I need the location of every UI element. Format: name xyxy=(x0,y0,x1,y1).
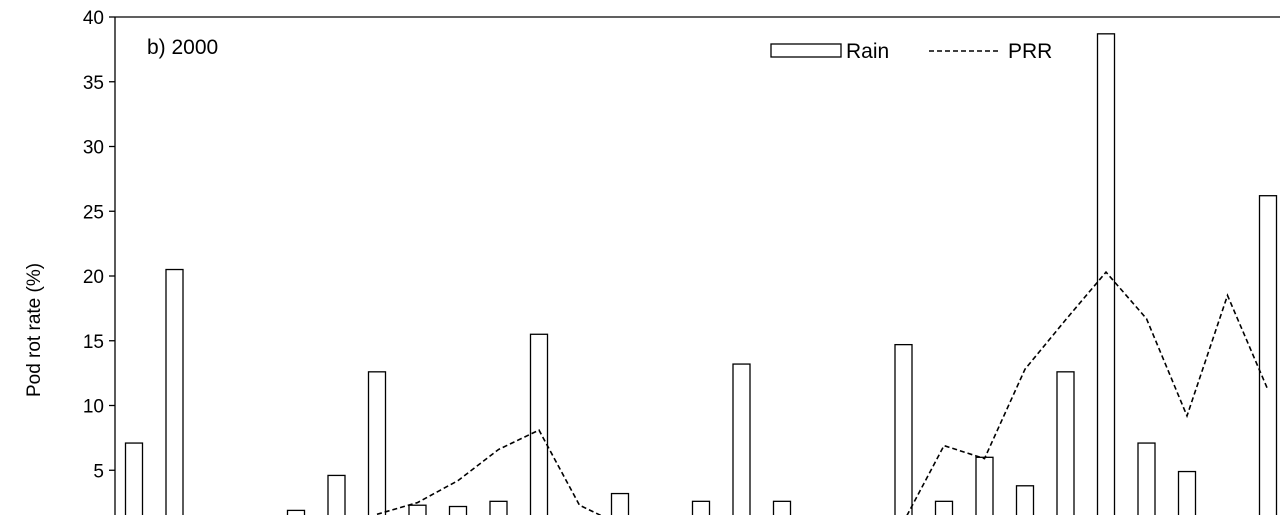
legend-rain-label: Rain xyxy=(846,40,889,63)
rain-bar xyxy=(124,442,144,515)
rain-bar xyxy=(1056,371,1075,515)
rain-bar xyxy=(327,474,346,515)
rain-bar xyxy=(286,509,306,515)
prr-line xyxy=(376,429,602,515)
y-axis-label: Pod rot rate (%) xyxy=(24,263,45,397)
rain-bars xyxy=(124,33,1278,515)
rain-bar xyxy=(367,371,387,515)
rain-bar xyxy=(408,504,427,515)
rain-bar xyxy=(1258,195,1278,515)
y-tick-label: 10 xyxy=(83,397,104,418)
rain-bar xyxy=(732,363,751,515)
y-tick-label: 15 xyxy=(83,332,104,353)
y-ticks: 5 10 15 20 25 30 35 40 xyxy=(83,8,115,482)
rain-bar xyxy=(1096,33,1116,515)
rain-bar xyxy=(1137,442,1156,515)
panel-label: b) 2000 xyxy=(147,36,218,59)
rain-bar xyxy=(1177,470,1197,515)
rain-bar xyxy=(448,505,468,515)
y-tick-label: 20 xyxy=(83,267,104,288)
rain-bar xyxy=(934,500,954,515)
rain-bar xyxy=(610,492,630,515)
rain-bar xyxy=(691,500,711,515)
prr-line-group xyxy=(376,270,1269,515)
legend: Rain PRR xyxy=(770,40,1052,63)
y-tick-label: 35 xyxy=(83,73,104,94)
rain-bar xyxy=(1015,485,1035,515)
rain-bar xyxy=(772,500,792,515)
y-tick-label: 30 xyxy=(83,138,104,159)
rain-bar xyxy=(894,343,913,515)
y-tick-label: 40 xyxy=(83,8,104,29)
y-tick-label: 25 xyxy=(83,202,104,223)
rain-bar xyxy=(165,268,184,515)
y-tick-label: 5 xyxy=(93,461,104,482)
legend-prr-label: PRR xyxy=(1008,40,1052,63)
axes xyxy=(114,16,1280,515)
rain-bar xyxy=(529,333,549,515)
rain-bar xyxy=(975,456,994,515)
prr-line xyxy=(906,270,1269,515)
rain-bar xyxy=(489,500,508,515)
legend-rain-swatch xyxy=(770,43,842,58)
